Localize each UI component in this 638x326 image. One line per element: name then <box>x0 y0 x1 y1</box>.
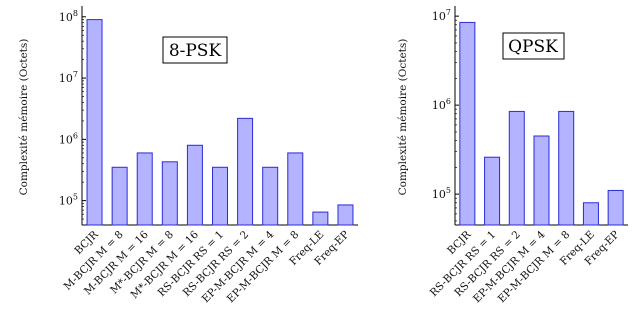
chart-title: QPSK <box>508 37 558 57</box>
bar <box>136 152 153 226</box>
bar <box>237 117 254 226</box>
bar <box>86 19 103 226</box>
y-tick-label: 106 <box>432 97 451 112</box>
bar <box>607 189 624 226</box>
y-axis-label: Complexité mémoire (Octets) <box>397 39 409 196</box>
bar <box>161 161 178 226</box>
bar <box>212 166 228 226</box>
bar <box>337 204 354 226</box>
title-badge: 8-PSK <box>162 36 228 64</box>
y-axis-label: Complexité mémoire (Octets) <box>18 39 30 196</box>
bar <box>459 21 476 226</box>
y-tick-label: 107 <box>432 8 451 23</box>
y-tick-label: 105 <box>432 186 451 201</box>
y-tick-label: 106 <box>59 131 78 146</box>
title-badge: QPSK <box>502 32 565 60</box>
y-tick-label: 107 <box>59 70 78 85</box>
chart-qpsk: Complexité mémoire (Octets) 105106107BCJ… <box>397 6 628 305</box>
bar <box>558 110 575 226</box>
bar <box>312 211 329 226</box>
bar <box>533 135 550 226</box>
bar <box>508 110 525 226</box>
bar <box>484 156 501 226</box>
bar <box>582 202 599 226</box>
chart-8psk: Complexité mémoire (Octets) 105 106 107 108… <box>18 6 358 305</box>
bar <box>287 152 304 226</box>
bar <box>262 166 279 226</box>
chart-title: 8-PSK <box>169 41 222 61</box>
bar <box>111 166 128 226</box>
bar <box>186 144 203 226</box>
y-tick-label: 108 <box>59 9 78 24</box>
y-tick-label: 105 <box>59 193 78 208</box>
